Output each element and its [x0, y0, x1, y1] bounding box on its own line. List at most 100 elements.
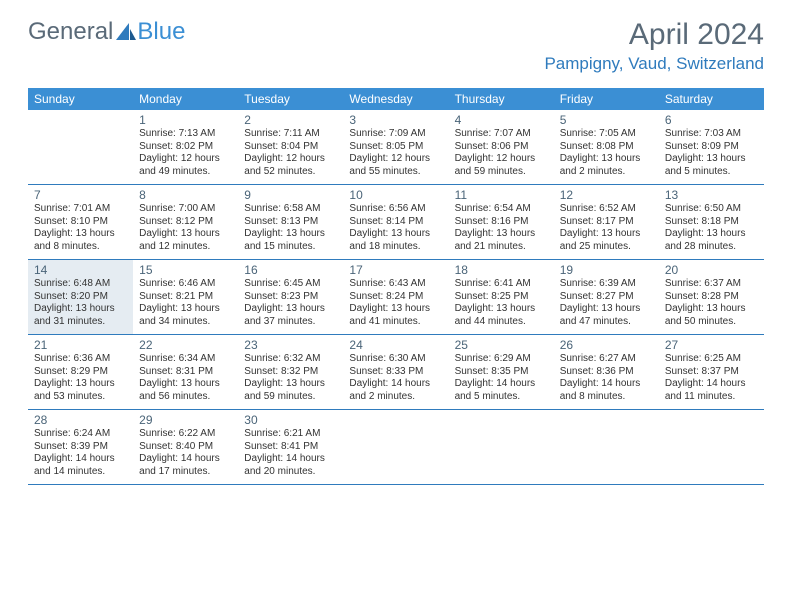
sunrise-line: Sunrise: 7:00 AM — [139, 203, 232, 216]
sunrise-line: Sunrise: 6:29 AM — [455, 353, 548, 366]
daylight-line: Daylight: 13 hours and 25 minutes. — [560, 228, 653, 253]
day-number: 30 — [244, 413, 337, 427]
calendar-day-cell: 8Sunrise: 7:00 AMSunset: 8:12 PMDaylight… — [133, 185, 238, 259]
weekday-header: Wednesday — [343, 88, 448, 110]
sunset-line: Sunset: 8:21 PM — [139, 291, 232, 304]
daylight-line: Daylight: 14 hours and 11 minutes. — [665, 378, 758, 403]
sunrise-line: Sunrise: 6:56 AM — [349, 203, 442, 216]
daylight-line: Daylight: 13 hours and 8 minutes. — [34, 228, 127, 253]
sunset-line: Sunset: 8:06 PM — [455, 141, 548, 154]
calendar: SundayMondayTuesdayWednesdayThursdayFrid… — [28, 88, 764, 485]
calendar-day-cell: 7Sunrise: 7:01 AMSunset: 8:10 PMDaylight… — [28, 185, 133, 259]
daylight-line: Daylight: 14 hours and 20 minutes. — [244, 453, 337, 478]
weekday-header: Tuesday — [238, 88, 343, 110]
calendar-day-cell: 21Sunrise: 6:36 AMSunset: 8:29 PMDayligh… — [28, 335, 133, 409]
daylight-line: Daylight: 13 hours and 21 minutes. — [455, 228, 548, 253]
weekday-header: Thursday — [449, 88, 554, 110]
calendar-week-row: 1Sunrise: 7:13 AMSunset: 8:02 PMDaylight… — [28, 110, 764, 185]
sunset-line: Sunset: 8:04 PM — [244, 141, 337, 154]
calendar-day-cell: 1Sunrise: 7:13 AMSunset: 8:02 PMDaylight… — [133, 110, 238, 184]
calendar-day-cell: 2Sunrise: 7:11 AMSunset: 8:04 PMDaylight… — [238, 110, 343, 184]
day-number: 29 — [139, 413, 232, 427]
calendar-day-cell: 15Sunrise: 6:46 AMSunset: 8:21 PMDayligh… — [133, 260, 238, 334]
location-subtitle: Pampigny, Vaud, Switzerland — [544, 54, 764, 74]
calendar-day-cell: 5Sunrise: 7:05 AMSunset: 8:08 PMDaylight… — [554, 110, 659, 184]
sunrise-line: Sunrise: 6:45 AM — [244, 278, 337, 291]
calendar-week-row: 28Sunrise: 6:24 AMSunset: 8:39 PMDayligh… — [28, 410, 764, 485]
sunrise-line: Sunrise: 6:43 AM — [349, 278, 442, 291]
sunrise-line: Sunrise: 6:27 AM — [560, 353, 653, 366]
daylight-line: Daylight: 12 hours and 59 minutes. — [455, 153, 548, 178]
daylight-line: Daylight: 13 hours and 56 minutes. — [139, 378, 232, 403]
sunset-line: Sunset: 8:39 PM — [34, 441, 127, 454]
daylight-line: Daylight: 12 hours and 52 minutes. — [244, 153, 337, 178]
sunset-line: Sunset: 8:17 PM — [560, 216, 653, 229]
calendar-day-cell: 3Sunrise: 7:09 AMSunset: 8:05 PMDaylight… — [343, 110, 448, 184]
sunset-line: Sunset: 8:25 PM — [455, 291, 548, 304]
sunset-line: Sunset: 8:14 PM — [349, 216, 442, 229]
calendar-week-row: 14Sunrise: 6:48 AMSunset: 8:20 PMDayligh… — [28, 260, 764, 335]
day-number: 21 — [34, 338, 127, 352]
sunset-line: Sunset: 8:36 PM — [560, 366, 653, 379]
daylight-line: Daylight: 13 hours and 5 minutes. — [665, 153, 758, 178]
day-number: 4 — [455, 113, 548, 127]
sunset-line: Sunset: 8:32 PM — [244, 366, 337, 379]
daylight-line: Daylight: 13 hours and 2 minutes. — [560, 153, 653, 178]
daylight-line: Daylight: 13 hours and 31 minutes. — [34, 303, 127, 328]
logo-sail-icon — [115, 22, 137, 42]
weekday-header: Sunday — [28, 88, 133, 110]
day-number: 24 — [349, 338, 442, 352]
daylight-line: Daylight: 13 hours and 59 minutes. — [244, 378, 337, 403]
sunset-line: Sunset: 8:31 PM — [139, 366, 232, 379]
day-number: 20 — [665, 263, 758, 277]
sunset-line: Sunset: 8:02 PM — [139, 141, 232, 154]
sunrise-line: Sunrise: 7:01 AM — [34, 203, 127, 216]
calendar-day-cell: 9Sunrise: 6:58 AMSunset: 8:13 PMDaylight… — [238, 185, 343, 259]
calendar-day-cell: 24Sunrise: 6:30 AMSunset: 8:33 PMDayligh… — [343, 335, 448, 409]
calendar-day-cell — [554, 410, 659, 484]
sunset-line: Sunset: 8:37 PM — [665, 366, 758, 379]
weekday-header: Friday — [554, 88, 659, 110]
sunrise-line: Sunrise: 6:41 AM — [455, 278, 548, 291]
sunrise-line: Sunrise: 6:25 AM — [665, 353, 758, 366]
daylight-line: Daylight: 13 hours and 18 minutes. — [349, 228, 442, 253]
sunrise-line: Sunrise: 7:03 AM — [665, 128, 758, 141]
sunset-line: Sunset: 8:27 PM — [560, 291, 653, 304]
sunset-line: Sunset: 8:18 PM — [665, 216, 758, 229]
daylight-line: Daylight: 14 hours and 2 minutes. — [349, 378, 442, 403]
logo-text-2: Blue — [137, 18, 185, 46]
sunrise-line: Sunrise: 6:48 AM — [34, 278, 127, 291]
sunrise-line: Sunrise: 6:34 AM — [139, 353, 232, 366]
daylight-line: Daylight: 13 hours and 47 minutes. — [560, 303, 653, 328]
calendar-day-cell: 11Sunrise: 6:54 AMSunset: 8:16 PMDayligh… — [449, 185, 554, 259]
day-number: 6 — [665, 113, 758, 127]
calendar-day-cell: 14Sunrise: 6:48 AMSunset: 8:20 PMDayligh… — [28, 260, 133, 334]
daylight-line: Daylight: 14 hours and 8 minutes. — [560, 378, 653, 403]
sunset-line: Sunset: 8:23 PM — [244, 291, 337, 304]
sunrise-line: Sunrise: 6:30 AM — [349, 353, 442, 366]
daylight-line: Daylight: 13 hours and 37 minutes. — [244, 303, 337, 328]
sunrise-line: Sunrise: 7:13 AM — [139, 128, 232, 141]
daylight-line: Daylight: 13 hours and 12 minutes. — [139, 228, 232, 253]
page-header: General Blue April 2024 Pampigny, Vaud, … — [0, 0, 792, 80]
day-number: 5 — [560, 113, 653, 127]
calendar-day-cell: 10Sunrise: 6:56 AMSunset: 8:14 PMDayligh… — [343, 185, 448, 259]
calendar-day-cell: 20Sunrise: 6:37 AMSunset: 8:28 PMDayligh… — [659, 260, 764, 334]
daylight-line: Daylight: 13 hours and 44 minutes. — [455, 303, 548, 328]
sunrise-line: Sunrise: 6:58 AM — [244, 203, 337, 216]
calendar-day-cell: 27Sunrise: 6:25 AMSunset: 8:37 PMDayligh… — [659, 335, 764, 409]
calendar-day-cell: 17Sunrise: 6:43 AMSunset: 8:24 PMDayligh… — [343, 260, 448, 334]
day-number: 12 — [560, 188, 653, 202]
sunset-line: Sunset: 8:09 PM — [665, 141, 758, 154]
sunrise-line: Sunrise: 6:21 AM — [244, 428, 337, 441]
daylight-line: Daylight: 13 hours and 41 minutes. — [349, 303, 442, 328]
calendar-day-cell: 12Sunrise: 6:52 AMSunset: 8:17 PMDayligh… — [554, 185, 659, 259]
sunrise-line: Sunrise: 6:36 AM — [34, 353, 127, 366]
day-number: 2 — [244, 113, 337, 127]
sunset-line: Sunset: 8:24 PM — [349, 291, 442, 304]
sunset-line: Sunset: 8:40 PM — [139, 441, 232, 454]
day-number: 9 — [244, 188, 337, 202]
day-number: 17 — [349, 263, 442, 277]
day-number: 3 — [349, 113, 442, 127]
calendar-day-cell: 28Sunrise: 6:24 AMSunset: 8:39 PMDayligh… — [28, 410, 133, 484]
